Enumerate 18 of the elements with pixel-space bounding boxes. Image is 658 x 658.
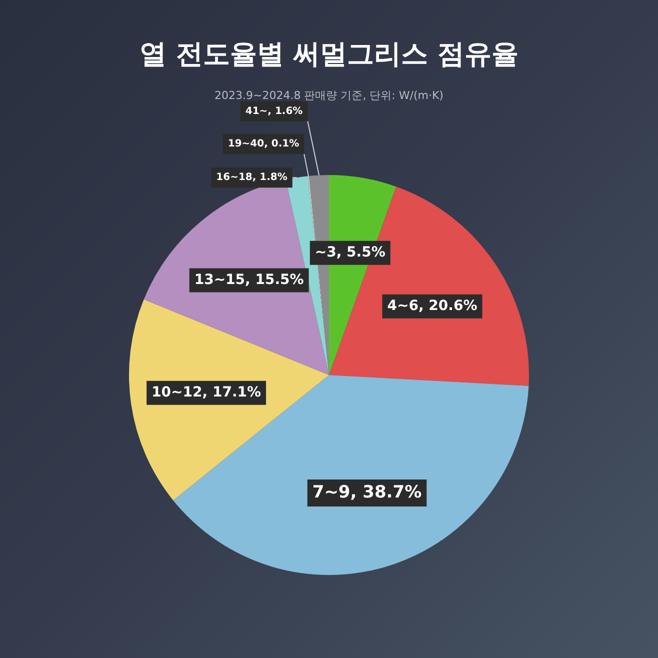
- slice-label: ~3: [314, 244, 336, 260]
- data-label: , 15.5%: [245, 272, 304, 288]
- slice-label: 4~6: [387, 298, 418, 314]
- slice-label: 41~: [245, 106, 268, 117]
- slice-label: 13~15: [194, 272, 246, 288]
- data-label: , 5.5%: [336, 244, 386, 260]
- data-label: , 1.8%: [252, 172, 288, 184]
- slice-label: 7~9: [312, 482, 350, 502]
- slice-label: 16~18: [216, 172, 252, 184]
- data-label: , 1.6%: [268, 106, 303, 117]
- data-label: , 17.1%: [202, 384, 262, 401]
- data-label: , 0.1%: [264, 138, 300, 150]
- chart-title: 열 전도율별 써멀그리스 점유율: [138, 38, 520, 72]
- slice-label: 19~40: [228, 138, 264, 150]
- chart-subtitle: 2023.9~2024.8 판매량 기준, 단위: W/(m·K): [214, 88, 444, 103]
- data-label: , 20.6%: [418, 298, 478, 314]
- data-label: , 38.7%: [350, 482, 422, 502]
- slice-label: 10~12: [152, 384, 202, 401]
